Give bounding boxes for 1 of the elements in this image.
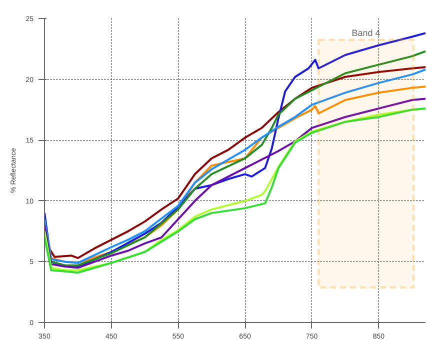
band-label: Band 4 xyxy=(352,28,380,38)
